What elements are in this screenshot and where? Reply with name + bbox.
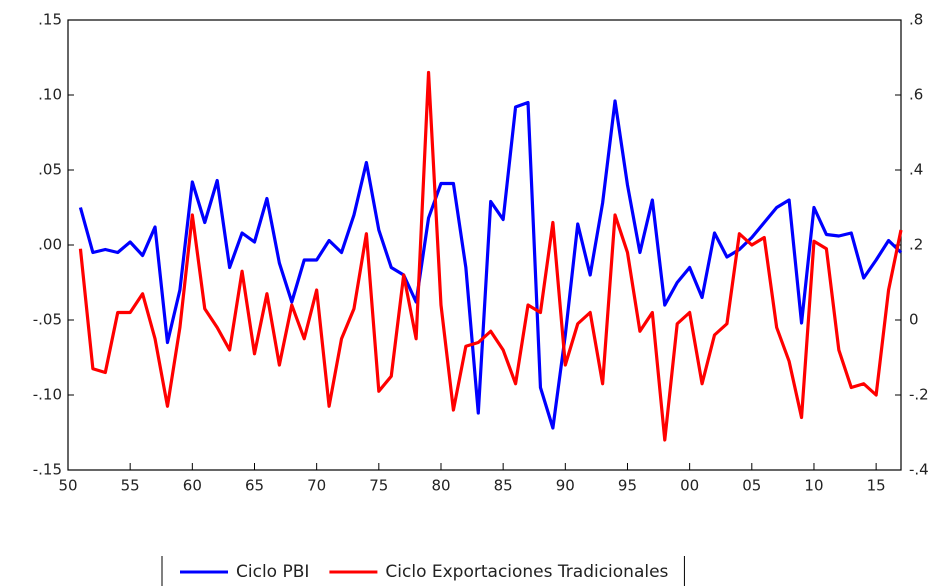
- y-tick-label: .00: [38, 236, 62, 254]
- x-tick-label: 85: [494, 477, 513, 495]
- x-tick-label: 95: [618, 477, 637, 495]
- x-tick-label: 55: [121, 477, 140, 495]
- y-tick-label: .15: [38, 11, 62, 29]
- y2-tick-label: .8: [909, 11, 923, 29]
- x-tick-label: 50: [58, 477, 77, 495]
- y-tick-label: -.15: [33, 461, 62, 479]
- x-tick-label: 90: [556, 477, 575, 495]
- x-tick-label: 05: [742, 477, 761, 495]
- series-line: [78, 70, 903, 442]
- y-tick-label: .05: [38, 161, 62, 179]
- y-tick-label: .10: [38, 86, 62, 104]
- y-tick-label: -.05: [33, 311, 62, 329]
- y2-tick-label: -.4: [909, 461, 929, 479]
- x-tick-label: 60: [183, 477, 202, 495]
- plot-frame: [67, 19, 902, 471]
- y2-tick-label: .2: [909, 236, 923, 254]
- x-tick-label: 80: [431, 477, 450, 495]
- x-tick-label: 65: [245, 477, 264, 495]
- y2-tick-label: .6: [909, 86, 923, 104]
- legend: Ciclo PBI Ciclo Exportaciones Tradicional…: [161, 556, 685, 586]
- x-tick-label: 00: [680, 477, 699, 495]
- y-tick-label: -.10: [33, 386, 62, 404]
- legend-label: Ciclo PBI: [236, 562, 309, 582]
- x-tick-label: 75: [369, 477, 388, 495]
- x-tick-label: 15: [867, 477, 886, 495]
- legend-label: Ciclo Exportaciones Tradicionales: [385, 562, 668, 582]
- x-tick-label: 10: [804, 477, 823, 495]
- x-tick-label: 70: [307, 477, 326, 495]
- y2-tick-label: -.2: [909, 386, 929, 404]
- y2-tick-label: 0: [909, 311, 919, 329]
- series-line: [78, 99, 903, 430]
- y2-tick-label: .4: [909, 161, 923, 179]
